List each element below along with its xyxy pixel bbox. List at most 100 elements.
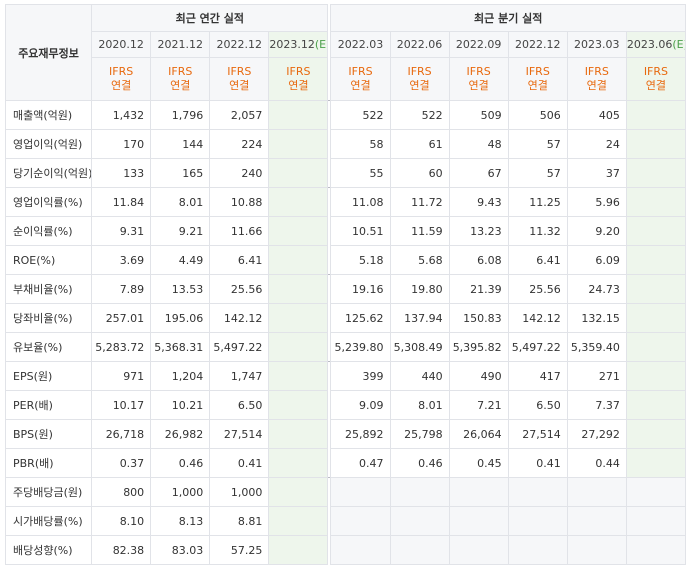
quarter-value-cell: 6.41 <box>507 245 568 275</box>
quarter-value-cell: 137.94 <box>389 303 450 333</box>
quarter-value-cell: 11.25 <box>507 187 568 217</box>
quarter-value-cell <box>330 477 391 507</box>
annual-value-cell: 5,283.72 <box>91 332 152 362</box>
quarter-estimate-cell <box>625 332 687 362</box>
quarter-value-cell <box>330 506 391 536</box>
quarter-value-cell: 5.68 <box>389 245 450 275</box>
table-row: 영업이익(억원) 170 144 224 58 61 48 57 24 <box>4 129 687 159</box>
annual-value-cell: 4.49 <box>150 245 211 275</box>
quarter-value-cell: 0.44 <box>566 448 627 478</box>
quarter-value-cell: 7.21 <box>448 390 509 420</box>
quarter-value-cell <box>389 506 450 536</box>
annual-value-cell: 10.88 <box>209 187 270 217</box>
quarter-group-title: 최근 분기 실적 <box>330 4 686 32</box>
consolidation-type: 연결 <box>111 79 132 92</box>
annual-value-cell: 0.37 <box>91 448 152 478</box>
accounting-standard: IFRS <box>227 65 252 78</box>
annual-value-cell: 27,514 <box>209 419 270 449</box>
annual-estimate-cell <box>268 361 329 391</box>
quarter-value-cell: 0.46 <box>389 448 450 478</box>
row-label: 시가배당률(%) <box>4 506 93 536</box>
consolidation-type: 연결 <box>645 79 667 92</box>
quarter-value-cell: 24.73 <box>566 274 627 304</box>
consolidation-type: 연결 <box>350 79 371 92</box>
quarter-value-cell: 132.15 <box>566 303 627 333</box>
quarter-value-cell: 150.83 <box>448 303 509 333</box>
quarter-value-cell: 405 <box>566 100 627 130</box>
annual-value-cell: 971 <box>91 361 152 391</box>
quarter-value-cell: 60 <box>389 158 450 188</box>
accounting-standard: IFRS <box>407 65 432 78</box>
quarter-value-cell: 19.16 <box>330 274 391 304</box>
row-label: 매출액(억원) <box>4 100 93 130</box>
quarter-value-cell: 5,497.22 <box>507 332 568 362</box>
accounting-standard-cell: IFRS 연결 <box>150 57 211 101</box>
annual-estimate-cell <box>268 535 329 565</box>
quarter-value-cell: 11.59 <box>389 216 450 246</box>
quarter-value-cell: 5.96 <box>566 187 627 217</box>
row-label: PER(배) <box>4 390 93 420</box>
accounting-standard: IFRS <box>643 65 669 78</box>
quarter-value-cell <box>566 535 627 565</box>
annual-value-cell: 10.17 <box>91 390 152 420</box>
annual-value-cell: 8.10 <box>91 506 152 536</box>
annual-estimate-cell <box>268 419 329 449</box>
quarter-estimate-cell <box>625 477 687 507</box>
quarter-estimate-cell <box>625 361 687 391</box>
annual-value-cell: 8.01 <box>150 187 211 217</box>
annual-value-cell: 11.66 <box>209 216 270 246</box>
quarter-value-cell: 6.50 <box>507 390 568 420</box>
annual-value-cell: 240 <box>209 158 270 188</box>
accounting-standard-cell: IFRS 연결 <box>448 57 509 101</box>
annual-value-cell: 26,718 <box>91 419 152 449</box>
quarter-value-cell <box>330 535 391 565</box>
quarter-value-cell: 506 <box>507 100 568 130</box>
quarter-value-cell <box>448 535 509 565</box>
table-row: 주당배당금(원) 800 1,000 1,000 <box>4 477 687 507</box>
quarter-value-cell: 13.23 <box>448 216 509 246</box>
quarter-value-cell: 6.09 <box>566 245 627 275</box>
accounting-standard: IFRS <box>348 65 373 78</box>
quarter-value-cell: 19.80 <box>389 274 450 304</box>
annual-value-cell: 1,796 <box>150 100 211 130</box>
accounting-standard: IFRS <box>584 65 609 78</box>
annual-value-cell: 2,057 <box>209 100 270 130</box>
accounting-standard-cell: IFRS 연결 <box>209 57 270 101</box>
quarter-period: 2022.06 <box>389 31 450 58</box>
quarter-value-cell: 25,798 <box>389 419 450 449</box>
quarter-value-cell: 6.08 <box>448 245 509 275</box>
annual-period: 2020.12 <box>91 31 152 58</box>
row-label: 주당배당금(원) <box>4 477 93 507</box>
annual-period-estimate: 2023.12(E) <box>268 31 329 58</box>
quarter-value-cell: 55 <box>330 158 391 188</box>
quarter-estimate-cell <box>625 506 687 536</box>
annual-value-cell: 8.13 <box>150 506 211 536</box>
consolidation-type: 연결 <box>409 79 430 92</box>
annual-value-cell: 1,747 <box>209 361 270 391</box>
table-row: 부채비율(%) 7.89 13.53 25.56 19.16 19.80 21.39 25.5… <box>4 274 687 304</box>
estimate-mark: (E) <box>314 38 327 51</box>
quarter-value-cell: 417 <box>507 361 568 391</box>
accounting-standard: IFRS <box>168 65 193 78</box>
quarter-period: 2022.12 <box>507 31 568 58</box>
quarter-value-cell: 440 <box>389 361 450 391</box>
row-label: EPS(원) <box>4 361 93 391</box>
quarter-value-cell: 21.39 <box>448 274 509 304</box>
annual-estimate-cell <box>268 506 329 536</box>
annual-estimate-cell <box>268 303 329 333</box>
row-label: 유보율(%) <box>4 332 93 362</box>
annual-value-cell: 1,432 <box>91 100 152 130</box>
quarter-value-cell: 9.43 <box>448 187 509 217</box>
quarter-value-cell: 58 <box>330 129 391 159</box>
annual-value-cell: 224 <box>209 129 270 159</box>
annual-value-cell: 8.81 <box>209 506 270 536</box>
quarter-estimate-cell <box>625 535 687 565</box>
financial-summary-table: 주요재무정보 최근 연간 실적 최근 분기 실적 2020.12 2021.12… <box>4 4 687 565</box>
annual-value-cell: 195.06 <box>150 303 211 333</box>
row-label: 영업이익(억원) <box>4 129 93 159</box>
quarter-value-cell: 5.18 <box>330 245 391 275</box>
quarter-value-cell: 522 <box>389 100 450 130</box>
quarter-estimate-cell <box>625 129 687 159</box>
accounting-standard-cell: IFRS 연결 <box>91 57 152 101</box>
quarter-value-cell: 25,892 <box>330 419 391 449</box>
